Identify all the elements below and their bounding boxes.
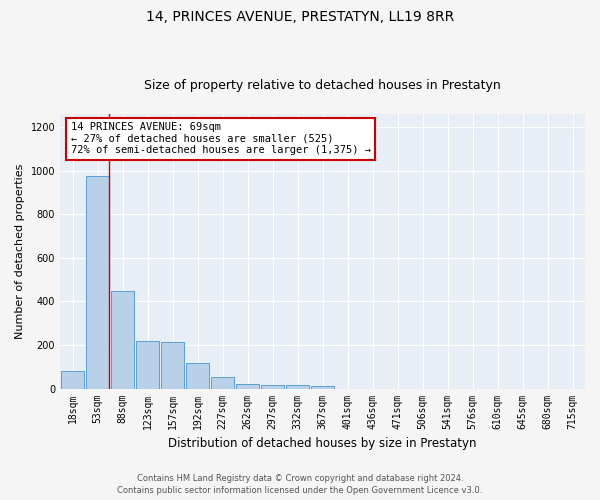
Bar <box>136 340 160 388</box>
Title: Size of property relative to detached houses in Prestatyn: Size of property relative to detached ho… <box>144 79 501 92</box>
Text: 14 PRINCES AVENUE: 69sqm
← 27% of detached houses are smaller (525)
72% of semi-: 14 PRINCES AVENUE: 69sqm ← 27% of detach… <box>71 122 371 156</box>
Bar <box>161 342 184 388</box>
Bar <box>236 384 259 388</box>
Bar <box>110 290 134 388</box>
Bar <box>311 386 334 388</box>
Text: 14, PRINCES AVENUE, PRESTATYN, LL19 8RR: 14, PRINCES AVENUE, PRESTATYN, LL19 8RR <box>146 10 454 24</box>
Bar <box>211 376 235 388</box>
Bar <box>260 384 284 388</box>
Bar <box>185 364 209 388</box>
Bar <box>61 371 85 388</box>
X-axis label: Distribution of detached houses by size in Prestatyn: Distribution of detached houses by size … <box>168 437 477 450</box>
Bar <box>86 176 109 388</box>
Y-axis label: Number of detached properties: Number of detached properties <box>15 164 25 339</box>
Text: Contains HM Land Registry data © Crown copyright and database right 2024.
Contai: Contains HM Land Registry data © Crown c… <box>118 474 482 495</box>
Bar <box>286 384 310 388</box>
